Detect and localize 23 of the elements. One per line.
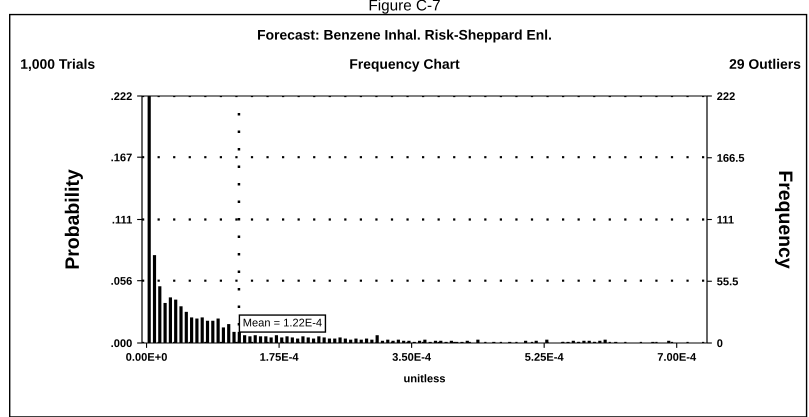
text: 1,000 Trials [21,58,95,71]
x-axis-title: unitless [404,374,446,382]
y2-tick-label: 0 [717,339,722,348]
y-tick-label: .000 [111,339,132,348]
y-tick-label: .167 [111,153,132,162]
y2-axis-title: Frequency [775,172,792,269]
text: 29 Outliers [730,58,800,69]
y-tick-label: .111 [112,216,132,224]
y2-tick-label: 166.5 [717,154,744,162]
chart-subtitle: Frequency Chart [350,58,460,72]
x-tick-label: 7.00E-4 [658,353,696,361]
y-tick-label: .056 [111,276,132,285]
y2-tick-label: 55.5 [717,278,738,286]
annotation: Mean = 1.22E-4 [244,318,322,327]
y-axis-title: Probability [64,169,83,268]
chart-title: Forecast: Benzene Inhal. Risk-Sheppard Enl. [258,30,551,42]
x-tick-label: 0.00E+0 [126,353,167,361]
x-tick-label: 5.25E-4 [525,353,564,361]
y2-tick-label: 111 [717,216,734,224]
x-tick-label: 3.50E-4 [392,353,432,361]
y2-tick-label: 222 [717,92,735,100]
x-tick-label: 1.75E-4 [260,353,298,361]
y-tick-label: .222 [111,92,132,100]
